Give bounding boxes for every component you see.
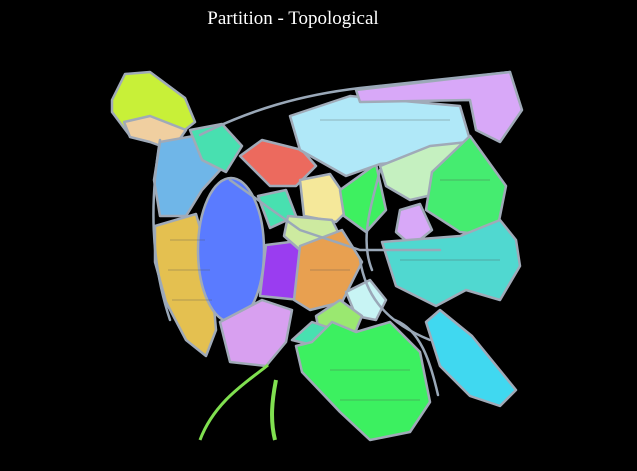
region [424,308,518,408]
region [218,298,294,368]
road [365,168,382,272]
region [238,138,318,188]
region [188,122,244,174]
roads [152,70,512,441]
road [228,178,442,252]
road [358,258,432,342]
region [294,320,432,442]
region [380,218,522,308]
region [354,70,524,144]
road [198,363,269,441]
road [270,379,278,441]
road [393,318,440,397]
map-title: Partition - Topological [207,8,378,29]
regions [110,70,524,442]
road [198,70,512,137]
road [152,138,172,322]
streets [168,119,500,401]
